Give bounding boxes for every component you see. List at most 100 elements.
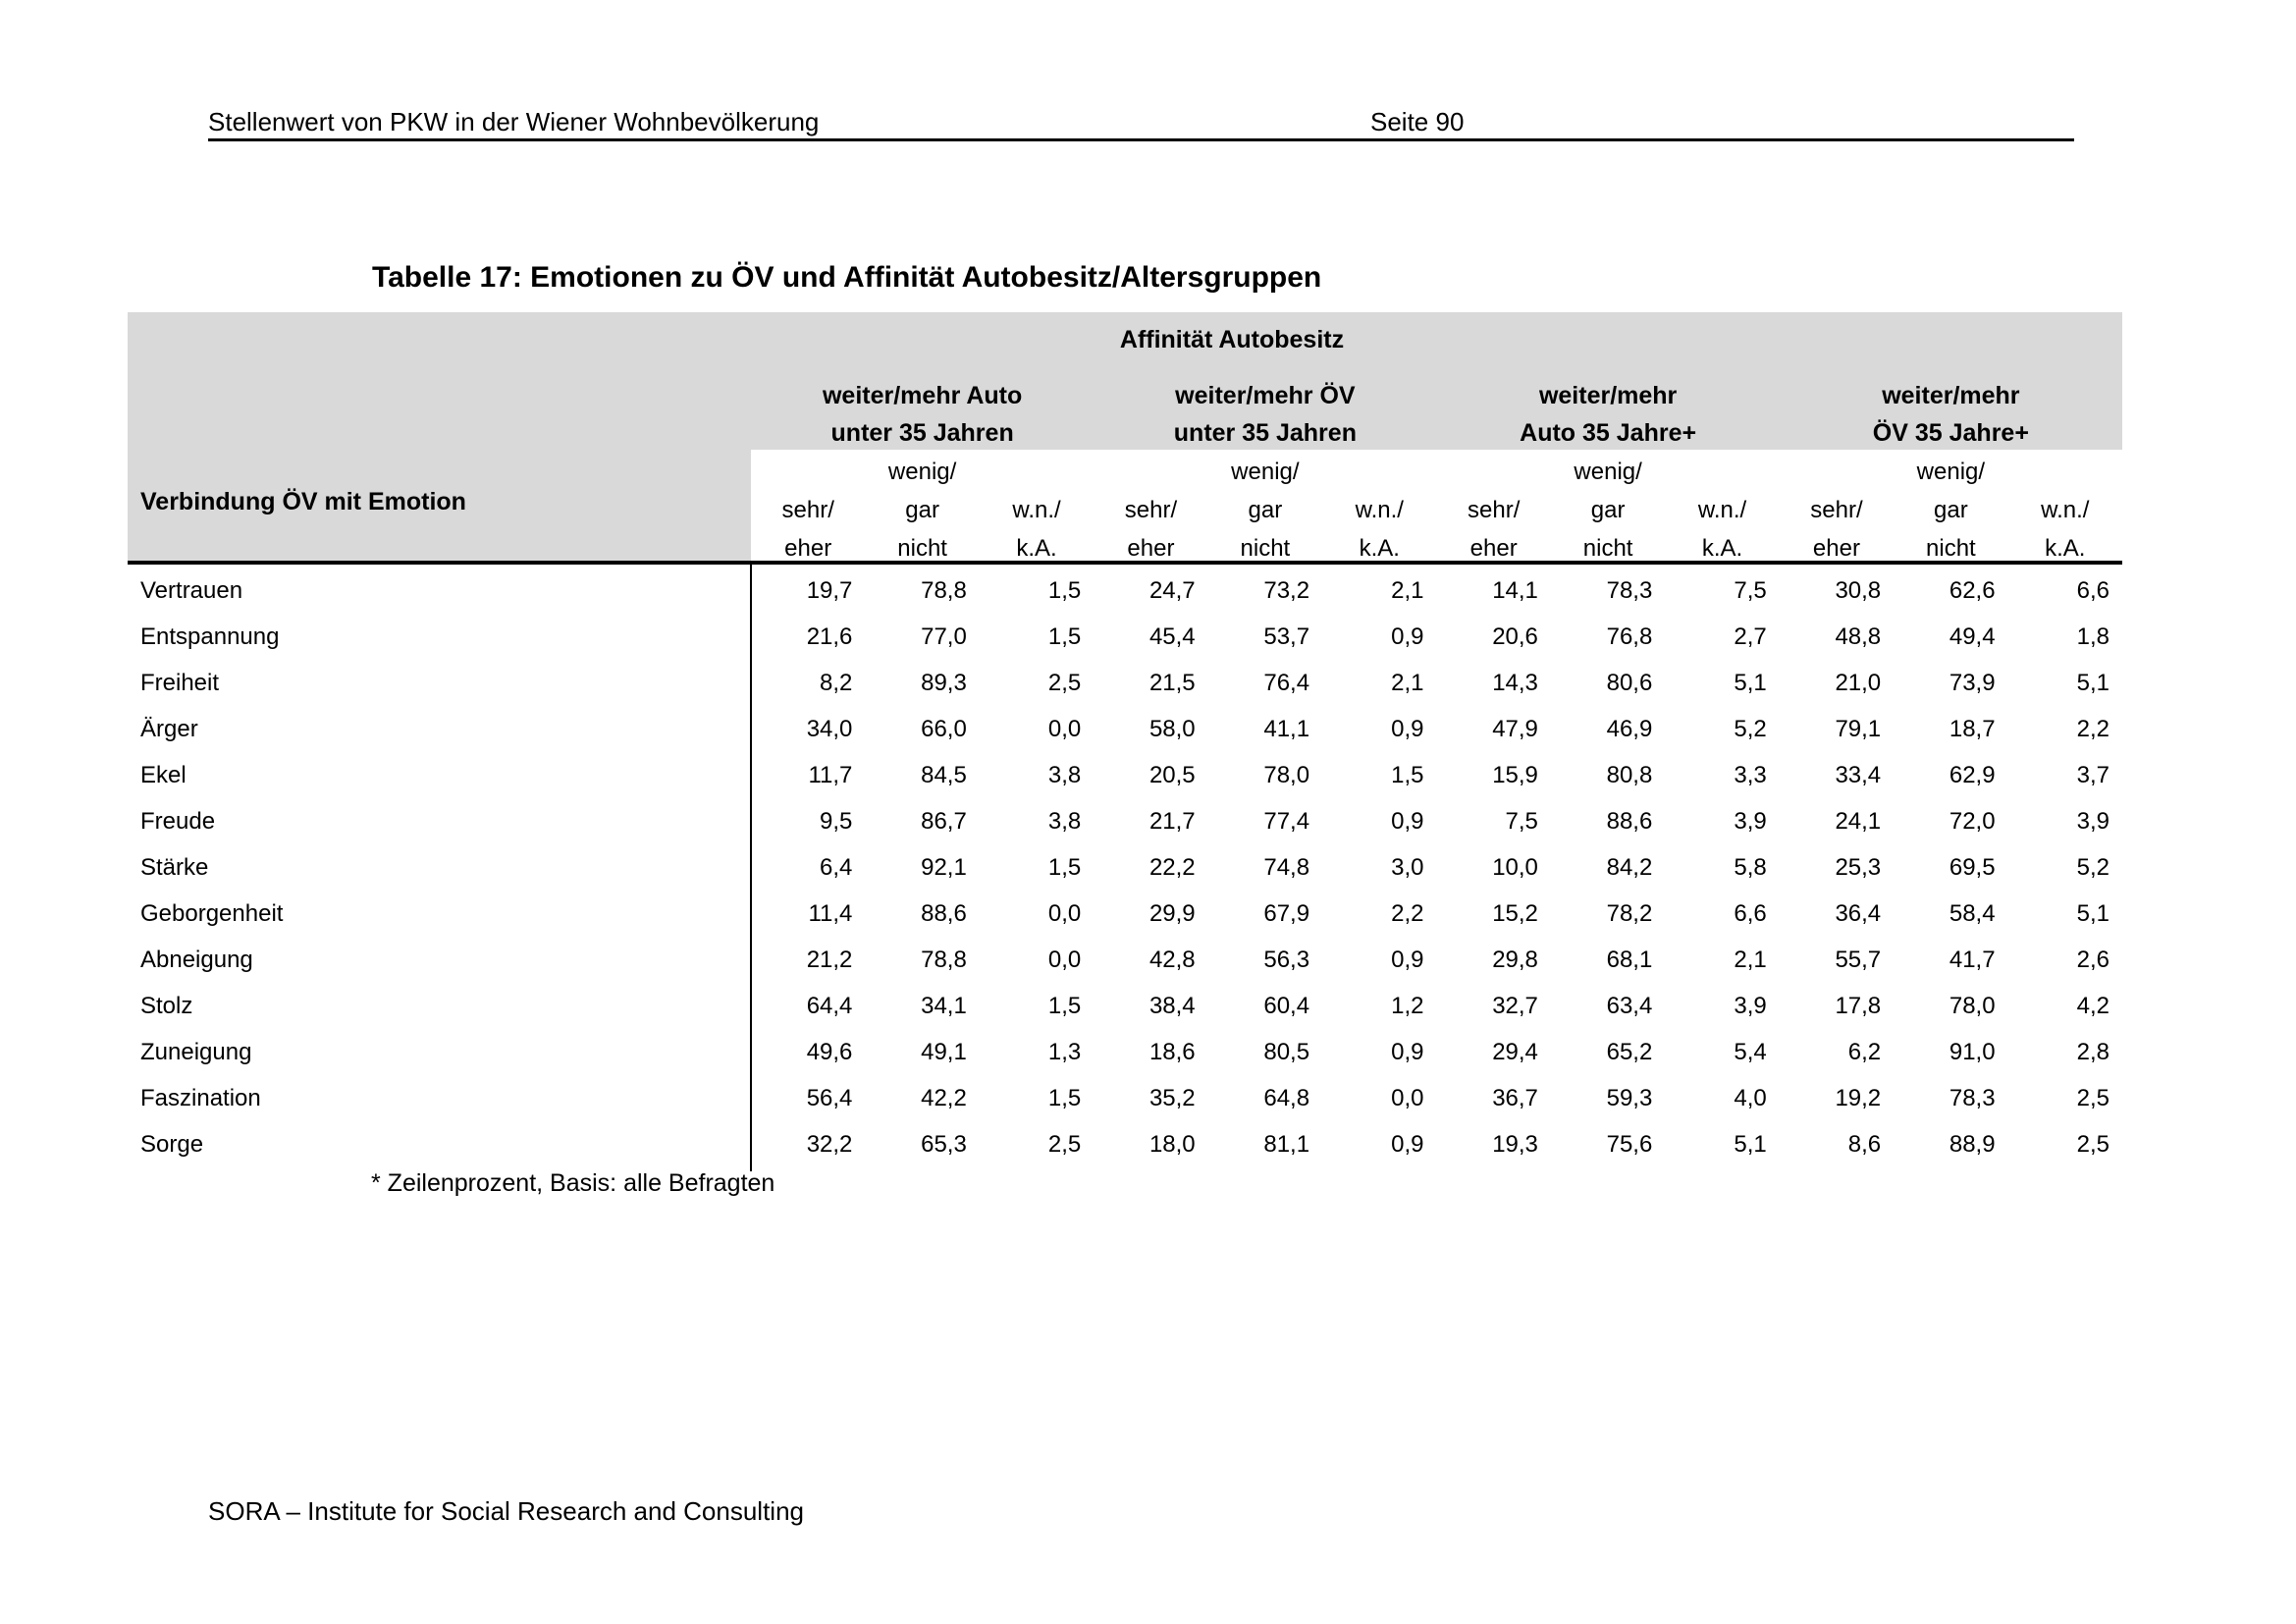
header-rule [208, 138, 2074, 141]
row-header-cell-background [128, 450, 751, 561]
cell-value: 58,4 [1949, 900, 1996, 927]
cell-value: 0,9 [1391, 1131, 1424, 1158]
cell-value: 1,5 [1047, 993, 1082, 1019]
cell-value: 1,8 [2076, 623, 2109, 650]
cell-value: 5,1 [2076, 670, 2109, 696]
cell-value: 6,6 [1734, 900, 1767, 927]
row-label: Ärger [140, 716, 198, 742]
table-row: Ekel 11,7 84,5 3,8 20,5 78,0 1,5 15,9 80,8 3,3 33,… [128, 752, 2122, 798]
header-bottom-rule [128, 561, 2122, 565]
cell-value: 75,6 [1606, 1131, 1653, 1158]
cell-value: 0,9 [1391, 947, 1424, 973]
cell-value: 14,1 [1492, 577, 1538, 604]
cell-value: 76,4 [1263, 670, 1310, 696]
cell-value: 5,2 [2076, 854, 2109, 881]
cell-value: 84,5 [921, 762, 967, 788]
cell-value: 1,5 [1047, 854, 1082, 881]
cell-value: 5,4 [1734, 1039, 1767, 1065]
cell-value: 10,0 [1492, 854, 1538, 881]
cell-value: 6,2 [1847, 1039, 1882, 1065]
cell-value: 5,1 [2076, 900, 2109, 927]
group-header-2: weiter/mehr ÖV unter 35 Jahren [1173, 382, 1357, 447]
cell-value: 91,0 [1949, 1039, 1996, 1065]
page-header-title: Stellenwert von PKW in der Wiener Wohnbe… [208, 107, 820, 136]
cell-value: 78,2 [1606, 900, 1653, 927]
cell-value: 89,3 [921, 670, 967, 696]
cell-value: 41,7 [1949, 947, 1996, 973]
cell-value: 4,0 [1734, 1085, 1767, 1111]
table-title: Tabelle 17: Emotionen zu ÖV und Affinitä… [372, 261, 1322, 294]
column-divider [750, 565, 752, 1171]
cell-value: 2,5 [2076, 1085, 2109, 1111]
cell-value: 49,4 [1949, 623, 1996, 650]
row-label: Vertrauen [140, 577, 243, 604]
row-label: Zuneigung [140, 1039, 252, 1065]
cell-value: 21,2 [806, 947, 853, 973]
cell-value: 80,5 [1263, 1039, 1310, 1065]
cell-value: 46,9 [1606, 716, 1653, 742]
cell-value: 53,7 [1263, 623, 1310, 650]
cell-value: 65,3 [921, 1131, 967, 1158]
page-number: Seite 90 [1370, 107, 1465, 136]
cell-value: 19,3 [1492, 1131, 1538, 1158]
cell-value: 3,7 [2076, 762, 2109, 788]
row-label: Entspannung [140, 623, 280, 650]
cell-value: 2,1 [1391, 577, 1424, 604]
cell-value: 42,2 [921, 1085, 967, 1111]
cell-value: 62,6 [1949, 577, 1996, 604]
cell-value: 42,8 [1148, 947, 1196, 973]
cell-value: 78,0 [1263, 762, 1310, 788]
cell-value: 19,7 [806, 577, 853, 604]
cell-value: 0,9 [1391, 716, 1424, 742]
cell-value: 2,2 [1391, 900, 1424, 927]
table-row: Stärke 6,4 92,1 1,5 22,2 74,8 3,0 10,0 84,2 5,8 25… [128, 844, 2122, 891]
table-row: Sorge 32,2 65,3 2,5 18,0 81,1 0,9 19,3 75,6 5,1 8,… [128, 1121, 2122, 1167]
row-label: Freiheit [140, 670, 220, 696]
subcolumn-header-g3-c1: sehr/eher [1468, 497, 1521, 562]
cell-value: 2,6 [2076, 947, 2109, 973]
cell-value: 1,3 [1047, 1039, 1082, 1065]
cell-value: 20,5 [1148, 762, 1196, 788]
cell-value: 11,7 [808, 762, 853, 788]
cell-value: 7,5 [1505, 808, 1538, 835]
cell-value: 79,1 [1835, 716, 1882, 742]
cell-value: 86,7 [921, 808, 967, 835]
cell-value: 21,6 [806, 623, 853, 650]
cell-value: 58,0 [1148, 716, 1196, 742]
cell-value: 30,8 [1835, 577, 1882, 604]
cell-value: 78,8 [921, 577, 967, 604]
table-body: Vertrauen 19,7 78,8 1,5 24,7 73,2 2,1 14,1 78,3 7… [128, 568, 2122, 1167]
row-label: Ekel [140, 762, 187, 788]
cell-value: 80,8 [1606, 762, 1653, 788]
cell-value: 78,0 [1949, 993, 1996, 1019]
cell-value: 32,7 [1492, 993, 1538, 1019]
cell-value: 72,0 [1949, 808, 1996, 835]
cell-value: 18,7 [1949, 716, 1996, 742]
table-row: Stolz 64,4 34,1 1,5 38,4 60,4 1,2 32,7 63,4 3,9 17… [128, 983, 2122, 1029]
cell-value: 2,2 [2076, 716, 2109, 742]
cell-value: 64,4 [806, 993, 853, 1019]
cell-value: 2,5 [1047, 1131, 1082, 1158]
cell-value: 0,0 [1047, 947, 1082, 973]
cell-value: 56,3 [1263, 947, 1310, 973]
group-header-4: weiter/mehr ÖV 35 Jahre+ [1872, 382, 2029, 447]
row-label: Abneigung [140, 947, 253, 973]
cell-value: 18,0 [1148, 1131, 1196, 1158]
cell-value: 2,1 [1734, 947, 1767, 973]
cell-value: 3,9 [1734, 993, 1767, 1019]
cell-value: 1,5 [1047, 623, 1082, 650]
cell-value: 67,9 [1263, 900, 1310, 927]
cell-value: 1,5 [1047, 1085, 1082, 1111]
cell-value: 80,6 [1606, 670, 1653, 696]
row-label: Sorge [140, 1131, 204, 1158]
subcolumn-header-g4-c1: sehr/eher [1810, 497, 1863, 562]
cell-value: 47,9 [1492, 716, 1538, 742]
subcolumn-header-g2-c2: wenig/gar nicht [1231, 459, 1300, 562]
subcolumn-header-g1-c3: w.n./k.A. [1012, 497, 1061, 562]
cell-value: 55,7 [1835, 947, 1882, 973]
cell-value: 63,4 [1606, 993, 1653, 1019]
cell-value: 81,1 [1263, 1131, 1310, 1158]
cell-value: 62,9 [1949, 762, 1996, 788]
table-row: Freiheit 8,2 89,3 2,5 21,5 76,4 2,1 14,3 80,6 5,1… [128, 660, 2122, 706]
cell-value: 56,4 [806, 1085, 853, 1111]
